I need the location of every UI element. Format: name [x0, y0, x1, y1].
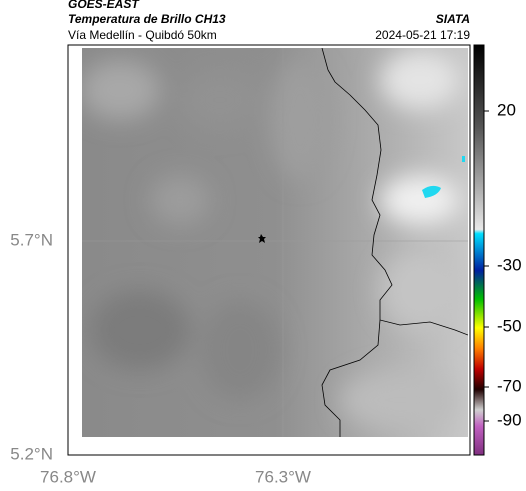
colorbar-label: -50 [497, 316, 522, 335]
map-frame [67, 44, 471, 456]
title: Temperatura de Brillo CH13 [68, 12, 226, 26]
lon-label: 76.8°W [40, 467, 96, 486]
agency: SIATA [436, 12, 470, 26]
source: GOES-EAST [68, 0, 140, 11]
colorbar-label: -30 [497, 255, 522, 274]
lat-label: 5.2°N [10, 444, 53, 463]
timestamp: 2024-05-21 17:19 [375, 28, 470, 42]
satellite-image [82, 48, 468, 437]
subtitle: Vía Medellín - Quibdó 50km [68, 28, 217, 42]
lat-label: 5.7°N [10, 230, 53, 249]
colorbar-label: -70 [497, 376, 522, 395]
colorbar-label: 20 [497, 100, 516, 119]
colorbar [473, 44, 485, 456]
colorbar-label: -90 [497, 410, 522, 429]
lon-label: 76.3°W [255, 467, 311, 486]
